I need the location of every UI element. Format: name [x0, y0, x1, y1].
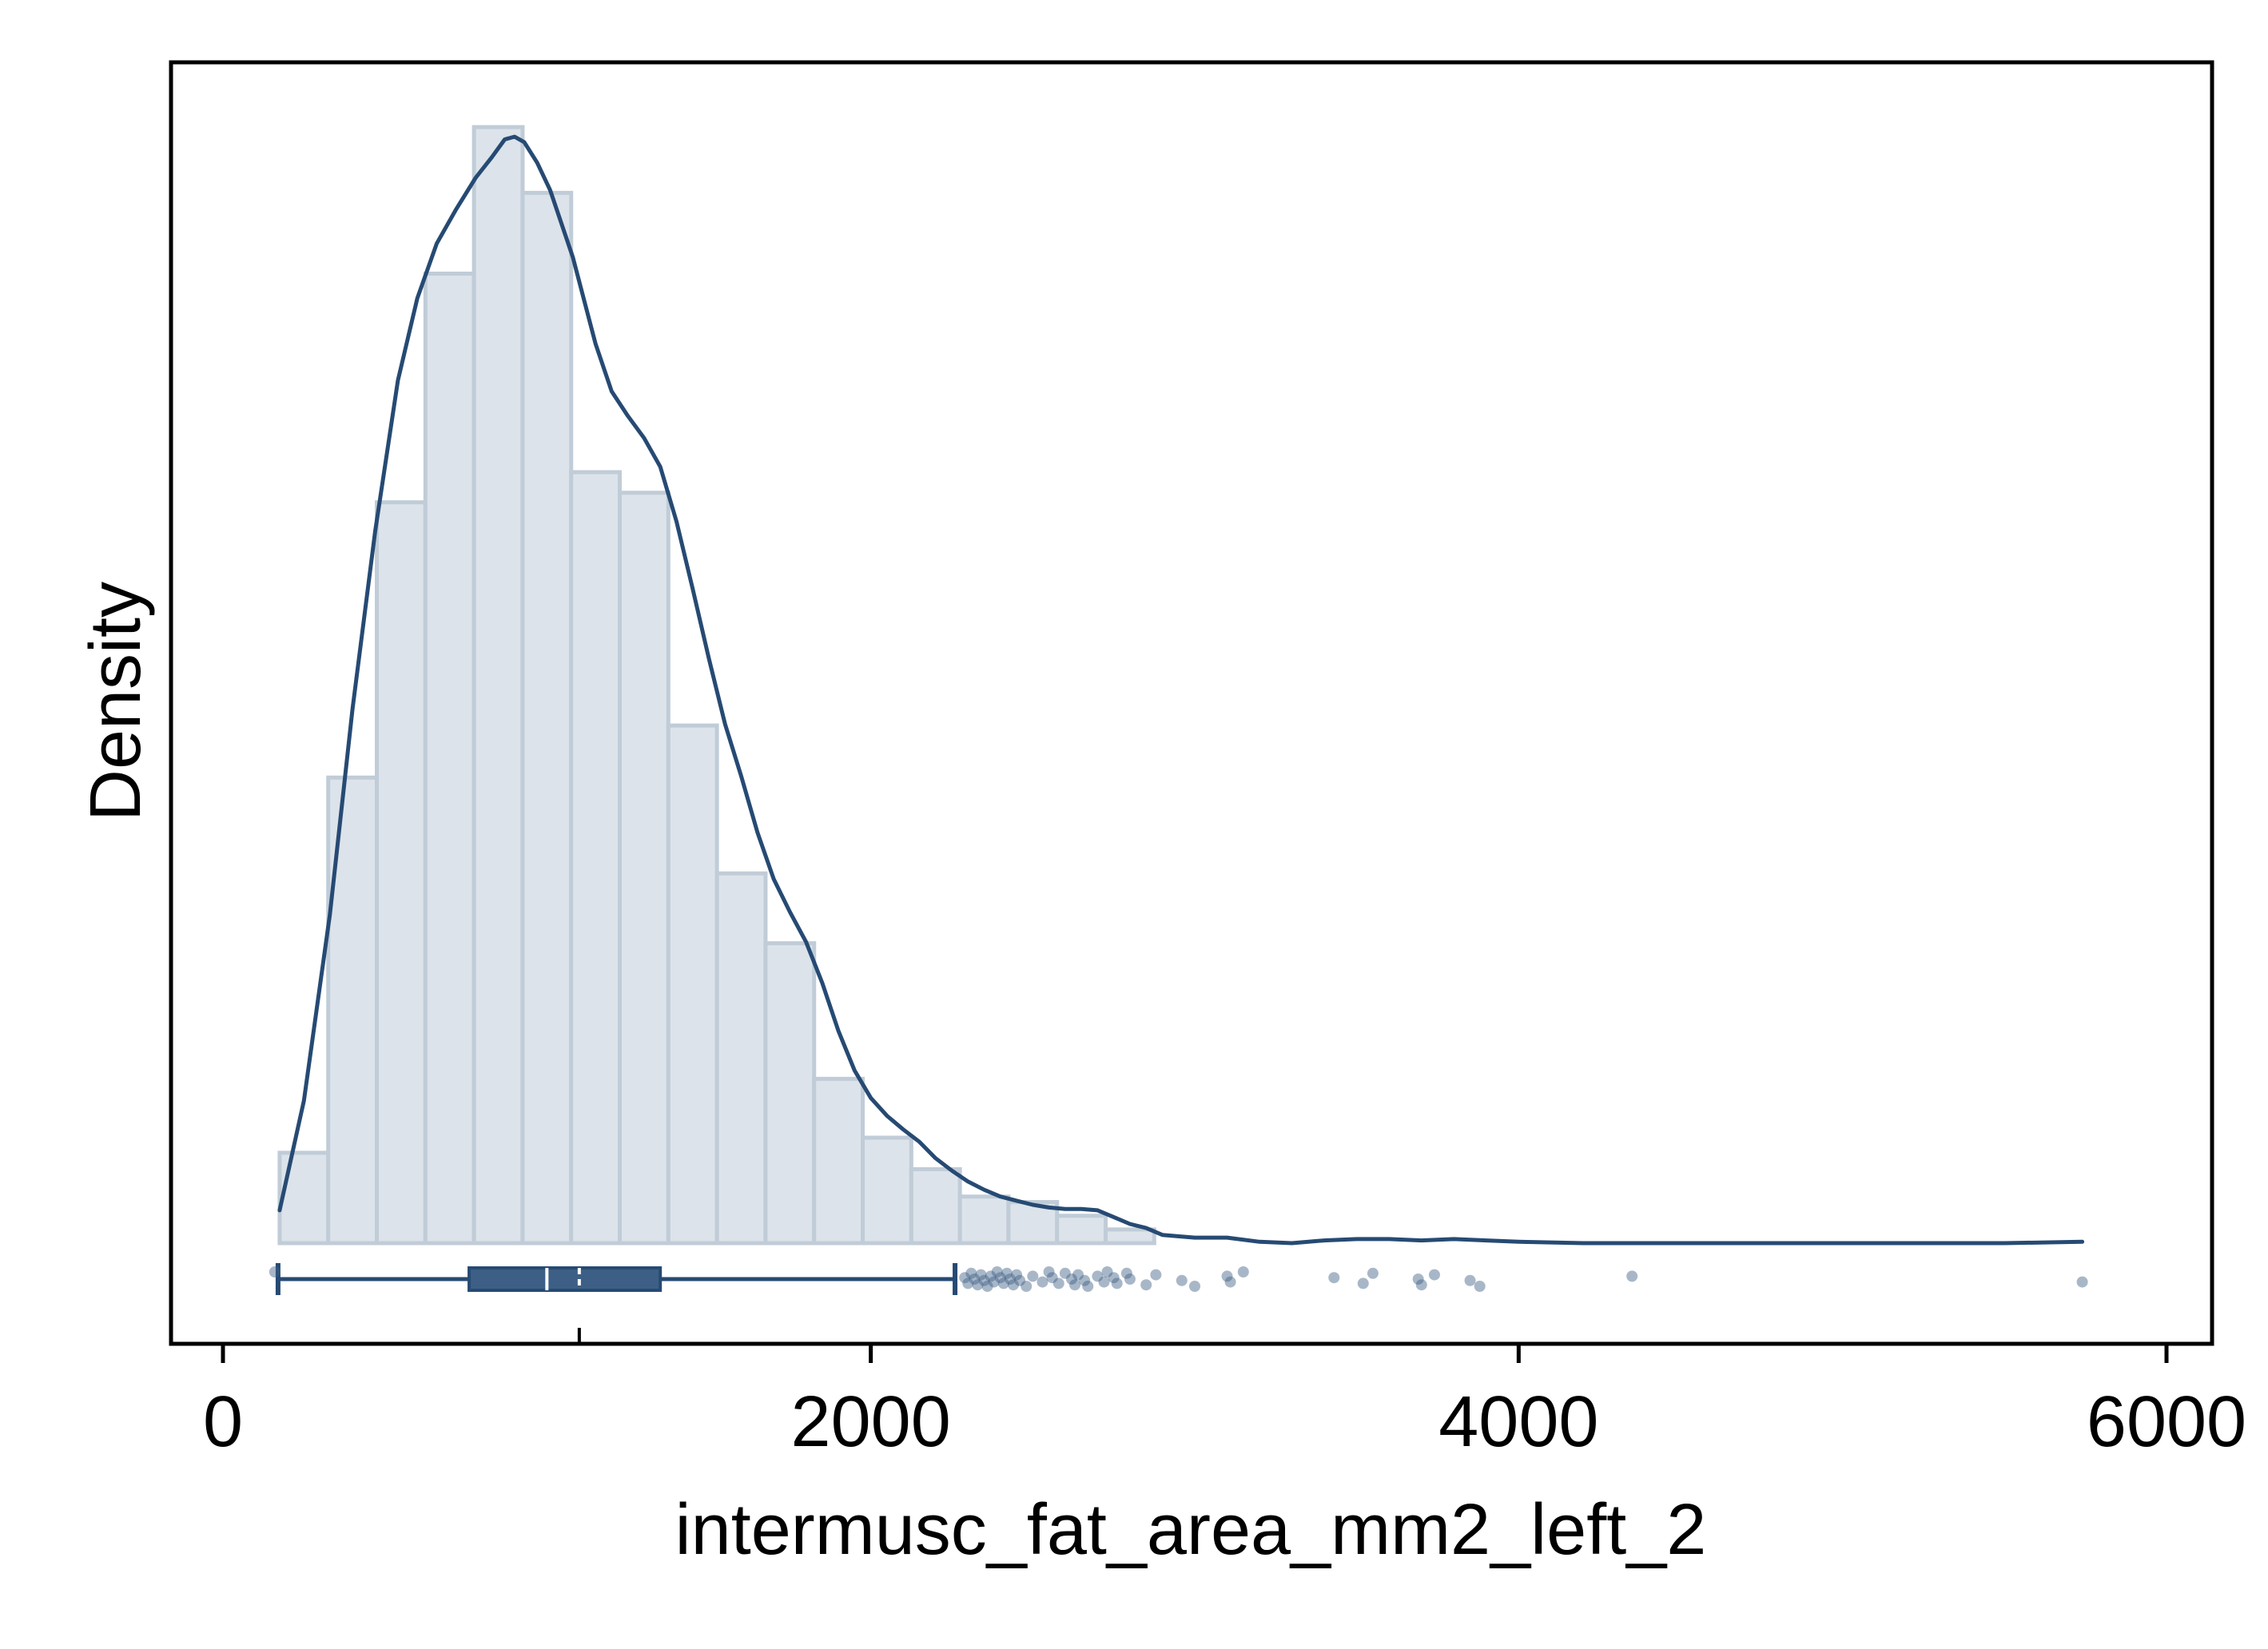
- outlier-point: [1415, 1279, 1427, 1291]
- outlier-point: [1052, 1277, 1064, 1289]
- x-tick-label: 6000: [2087, 1382, 2246, 1462]
- outlier-point: [1464, 1274, 1476, 1286]
- x-axis-label: intermusc_fat_area_mm2_left_2: [675, 1490, 1707, 1570]
- outlier-point: [965, 1267, 977, 1279]
- density-curve-line: [277, 134, 2085, 1246]
- outlier-point: [1474, 1281, 1486, 1292]
- outlier-point: [1124, 1274, 1136, 1285]
- outlier-point: [988, 1276, 1000, 1288]
- x-tick-label: 0: [203, 1382, 243, 1462]
- outlier-point: [1412, 1274, 1424, 1285]
- outlier-point: [1079, 1274, 1091, 1286]
- outlier-point: [969, 1274, 981, 1285]
- outlier-point: [1046, 1272, 1058, 1284]
- histogram-bar: [277, 1150, 331, 1246]
- outlier-point: [1059, 1267, 1071, 1279]
- outlier-point: [985, 1270, 997, 1282]
- outlier-point: [1021, 1281, 1033, 1292]
- outlier-point: [1011, 1269, 1023, 1281]
- outlier-point: [1043, 1266, 1055, 1277]
- outlier-point: [1065, 1274, 1077, 1285]
- histogram-bar: [909, 1166, 962, 1246]
- outlier-point: [1098, 1276, 1110, 1288]
- histogram-bar: [666, 723, 719, 1246]
- histogram-bar: [1104, 1227, 1156, 1246]
- outlier-point: [1150, 1269, 1162, 1281]
- outlier-point: [1367, 1267, 1379, 1279]
- x-axis-ticks: 0 2000 4000 6000: [203, 1328, 2246, 1462]
- plot-frame: [169, 60, 2214, 1346]
- outlier-point: [1092, 1270, 1104, 1282]
- y-axis-label: Density: [76, 582, 156, 821]
- outlier-point: [1626, 1270, 1638, 1282]
- x-tick-label: 2000: [791, 1382, 951, 1462]
- histogram-bar: [520, 190, 574, 1246]
- outlier-point: [997, 1277, 1009, 1289]
- outlier-point: [994, 1272, 1006, 1284]
- outlier-point: [1014, 1274, 1026, 1286]
- box-iqr: [468, 1266, 662, 1292]
- outlier-point: [981, 1281, 993, 1292]
- outlier-point: [1120, 1267, 1132, 1279]
- outlier-point: [1072, 1269, 1084, 1281]
- outlier-point: [1140, 1279, 1152, 1291]
- histogram-bar: [1055, 1214, 1108, 1246]
- histogram-bar: [714, 871, 768, 1246]
- outlier-point: [978, 1274, 990, 1286]
- histogram-bar: [375, 500, 428, 1246]
- outlier-point: [1328, 1272, 1340, 1284]
- outlier-point: [1176, 1274, 1188, 1286]
- outlier-point: [1111, 1277, 1123, 1289]
- outlier-point: [269, 1266, 281, 1277]
- box-plot: [269, 1263, 2088, 1295]
- outlier-point: [1237, 1266, 1249, 1277]
- histogram-bar: [812, 1076, 865, 1246]
- x-tick-label: 4000: [1438, 1382, 1598, 1462]
- histogram-bar: [423, 271, 476, 1246]
- histogram-bar: [763, 941, 817, 1246]
- outlier-point: [1001, 1267, 1013, 1279]
- outlier-point: [1221, 1270, 1233, 1282]
- histogram-bar: [472, 125, 525, 1246]
- outlier-point: [1108, 1272, 1120, 1284]
- outlier-point: [1004, 1274, 1016, 1285]
- histogram-bars: [277, 125, 1156, 1246]
- outlier-point: [2076, 1276, 2088, 1288]
- outlier-point: [1224, 1276, 1236, 1288]
- outlier-point: [991, 1266, 1003, 1277]
- histogram-bar: [861, 1135, 913, 1246]
- histogram-bar: [618, 491, 670, 1246]
- outlier-point: [959, 1272, 971, 1284]
- outlier-point: [1082, 1281, 1094, 1292]
- outlier-point: [972, 1279, 984, 1291]
- outlier-point: [962, 1277, 974, 1289]
- outlier-point: [1027, 1270, 1039, 1282]
- outlier-point: [1037, 1276, 1048, 1288]
- outlier-point: [1428, 1269, 1440, 1281]
- outlier-point: [1189, 1281, 1200, 1292]
- outlier-point: [975, 1269, 987, 1281]
- outlier-point: [1101, 1266, 1113, 1277]
- outlier-point: [1069, 1279, 1081, 1291]
- histogram-bar: [569, 470, 623, 1246]
- histogram-bar: [957, 1194, 1011, 1246]
- outlier-point: [1357, 1277, 1369, 1289]
- outlier-point: [1008, 1279, 1020, 1291]
